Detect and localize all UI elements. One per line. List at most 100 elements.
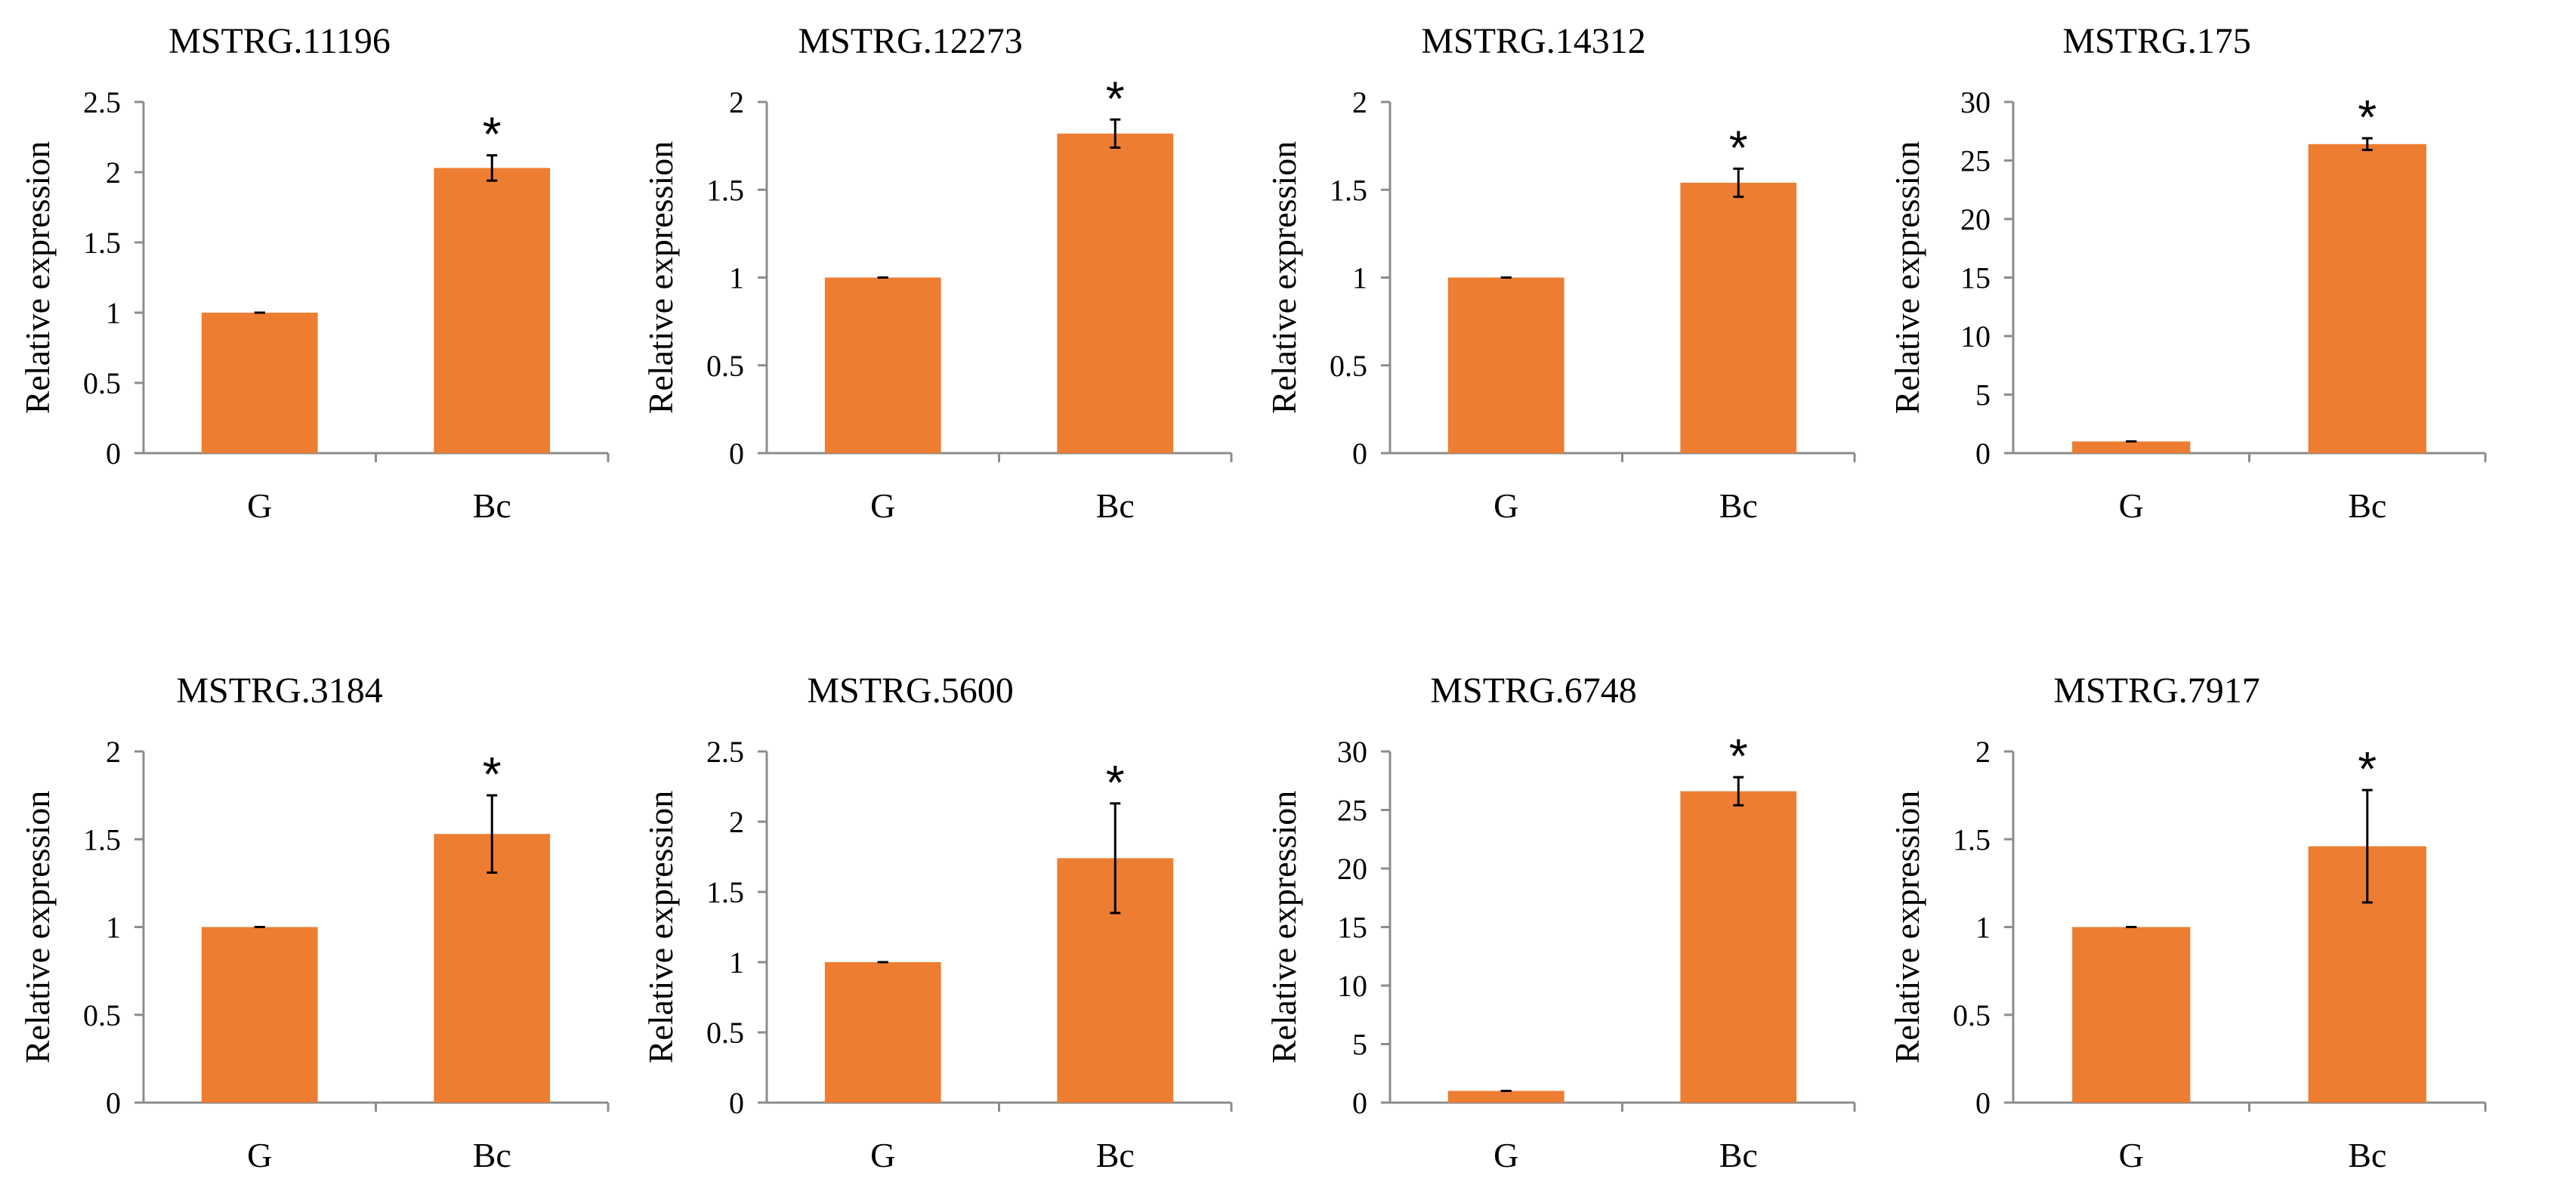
bar xyxy=(1680,791,1797,1103)
y-tick-label: 0 xyxy=(1975,1086,1991,1120)
chart-title: MSTRG.11196 xyxy=(168,21,391,61)
x-tick-label: Bc xyxy=(1096,486,1135,525)
y-tick-label: 1 xyxy=(729,946,744,980)
y-tick-label: 0 xyxy=(1975,437,1991,471)
y-tick-label: 2 xyxy=(1352,85,1367,119)
y-tick-label: 15 xyxy=(1337,911,1367,945)
y-tick-label: 0 xyxy=(106,1086,121,1120)
y-tick-label: 1.5 xyxy=(706,173,744,207)
y-tick-label: 0.5 xyxy=(1330,349,1367,383)
y-tick-label: 0 xyxy=(106,437,121,471)
bar xyxy=(2308,143,2426,454)
bar xyxy=(1057,133,1174,453)
chart-panel: MSTRG.5600 Relative expression 0 0.5 1 1.5 2 2.… xyxy=(641,671,1233,1174)
y-tick-label: 2 xyxy=(106,735,121,769)
x-tick-label: G xyxy=(247,486,272,525)
y-axis-title: Relative expression xyxy=(1888,141,1926,415)
bar xyxy=(2072,927,2191,1103)
bar xyxy=(434,168,551,454)
chart-title: MSTRG.14312 xyxy=(1421,21,1645,61)
y-tick-label: 10 xyxy=(1960,319,1991,353)
y-axis-title: Relative expression xyxy=(641,791,680,1064)
x-tick-label: Bc xyxy=(1096,1136,1135,1174)
chart-title: MSTRG.6748 xyxy=(1430,671,1636,711)
significance-marker: * xyxy=(1106,755,1125,810)
significance-marker: * xyxy=(2358,742,2377,796)
significance-marker: * xyxy=(483,747,502,801)
chart-panel: MSTRG.7917 Relative expression 0 0.5 1 1.5 2 G *… xyxy=(1888,671,2487,1174)
y-tick-label: 30 xyxy=(1337,735,1367,769)
y-tick-label: 0 xyxy=(729,437,744,471)
chart-panel: MSTRG.14312 Relative expression 0 0.5 1 1.5 2 G… xyxy=(1265,21,1856,525)
y-tick-label: 0 xyxy=(729,1086,744,1120)
y-tick-label: 1.5 xyxy=(83,822,121,856)
bar xyxy=(1447,1091,1564,1103)
y-tick-label: 1 xyxy=(1352,261,1367,295)
bar xyxy=(434,834,551,1103)
chart-panel: MSTRG.3184 Relative expression 0 0.5 1 1.5 2 G *… xyxy=(18,671,610,1174)
x-tick-label: G xyxy=(870,486,895,525)
significance-marker: * xyxy=(1729,729,1748,783)
y-tick-label: 1.5 xyxy=(83,226,121,260)
x-tick-label: G xyxy=(1493,486,1518,525)
y-tick-label: 20 xyxy=(1960,202,1991,236)
chart-panel: MSTRG.175 Relative expression 0 5 10 15 20 25 30… xyxy=(1888,21,2487,525)
y-axis-title: Relative expression xyxy=(1888,791,1926,1064)
y-tick-label: 20 xyxy=(1337,852,1367,886)
bar xyxy=(201,927,318,1103)
y-axis-title: Relative expression xyxy=(1265,791,1303,1064)
chart-title: MSTRG.7917 xyxy=(2053,671,2259,711)
y-tick-label: 0.5 xyxy=(706,1016,744,1050)
chart-panel: MSTRG.12273 Relative expression 0 0.5 1 1.5 2 G… xyxy=(641,21,1233,525)
x-tick-label: Bc xyxy=(2348,1136,2386,1174)
y-axis-title: Relative expression xyxy=(641,141,680,415)
bar xyxy=(2072,441,2191,453)
y-tick-label: 0 xyxy=(1352,1086,1367,1120)
x-tick-label: G xyxy=(2119,486,2144,525)
y-tick-label: 10 xyxy=(1337,969,1367,1003)
y-tick-label: 1 xyxy=(106,296,121,330)
y-tick-label: 1.5 xyxy=(1953,822,1991,856)
bar xyxy=(824,962,941,1103)
x-tick-label: Bc xyxy=(2348,486,2386,525)
significance-marker: * xyxy=(483,107,502,162)
y-axis-title: Relative expression xyxy=(18,141,57,415)
x-tick-label: Bc xyxy=(473,1136,511,1174)
y-tick-label: 5 xyxy=(1975,378,1991,412)
y-tick-label: 1.5 xyxy=(706,875,744,909)
y-tick-label: 15 xyxy=(1960,261,1991,295)
significance-marker: * xyxy=(2358,90,2377,144)
y-tick-label: 25 xyxy=(1960,144,1991,178)
y-tick-label: 2 xyxy=(106,156,121,190)
y-tick-label: 2.5 xyxy=(706,735,744,769)
y-tick-label: 25 xyxy=(1337,794,1367,828)
y-tick-label: 1 xyxy=(729,261,744,295)
bar xyxy=(1447,277,1564,453)
significance-marker: * xyxy=(1106,71,1125,125)
y-tick-label: 1 xyxy=(1975,911,1991,945)
y-tick-label: 0.5 xyxy=(706,349,744,383)
y-tick-label: 2.5 xyxy=(83,85,121,119)
chart-panel: MSTRG.11196 Relative expression 0 0.5 1 1.5 2 2… xyxy=(18,21,610,525)
y-tick-label: 1 xyxy=(106,911,121,945)
chart-panel: MSTRG.6748 Relative expression 0 5 10 15 20 25 3… xyxy=(1265,671,1856,1174)
x-tick-label: Bc xyxy=(1719,486,1758,525)
chart-title: MSTRG.12273 xyxy=(798,21,1022,61)
y-tick-label: 0.5 xyxy=(83,366,121,400)
bar xyxy=(1680,182,1797,453)
x-tick-label: G xyxy=(870,1136,895,1174)
x-tick-label: G xyxy=(1493,1136,1518,1174)
bar xyxy=(824,277,941,453)
chart-title: MSTRG.3184 xyxy=(176,671,382,711)
y-tick-label: 2 xyxy=(1975,735,1991,769)
y-tick-label: 30 xyxy=(1960,85,1991,119)
y-tick-label: 5 xyxy=(1352,1028,1367,1062)
chart-title: MSTRG.175 xyxy=(2062,21,2250,61)
y-tick-label: 1.5 xyxy=(1330,173,1367,207)
y-tick-label: 0 xyxy=(1352,437,1367,471)
significance-marker: * xyxy=(1729,120,1748,174)
y-tick-label: 2 xyxy=(729,805,744,839)
chart-title: MSTRG.5600 xyxy=(807,671,1013,711)
y-tick-label: 0.5 xyxy=(83,998,121,1032)
